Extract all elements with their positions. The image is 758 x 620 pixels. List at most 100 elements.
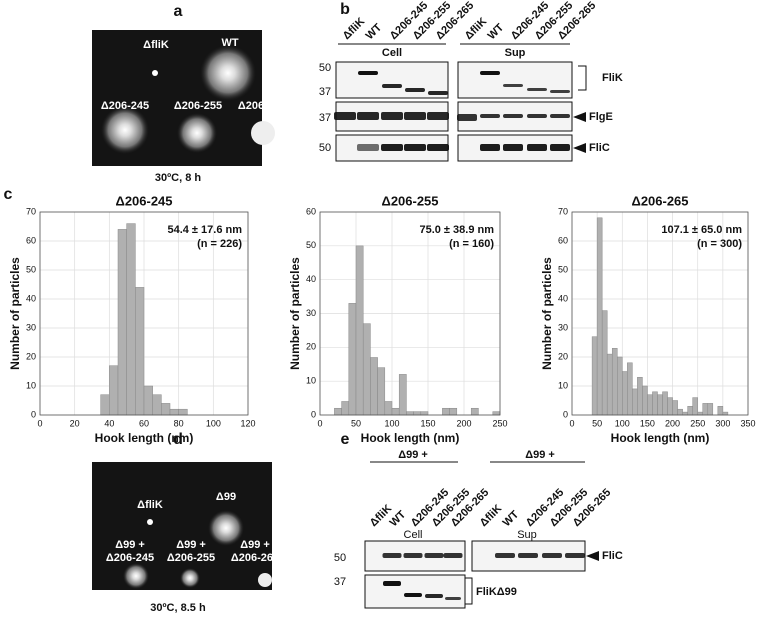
- band: [527, 114, 547, 118]
- brackets: [338, 43, 587, 605]
- group-header: Δ99 +: [398, 449, 428, 461]
- lane-label: ΔfliK: [463, 16, 490, 43]
- colony: [258, 573, 272, 587]
- band: [480, 71, 500, 75]
- x-tick-label: 300: [715, 418, 730, 428]
- y-tick-label: 10: [558, 380, 568, 390]
- group-label: Cell: [404, 529, 423, 541]
- plot-frame: [571, 211, 749, 416]
- bar: [126, 223, 136, 416]
- x-tick-label: 200: [665, 418, 680, 428]
- bar: [413, 411, 422, 416]
- bar: [717, 406, 724, 416]
- x-tick-label: 150: [420, 418, 435, 428]
- band: [381, 144, 403, 151]
- x-tick-label: 150: [640, 418, 655, 428]
- panel-letter: c: [4, 186, 13, 203]
- x-tick-label: 100: [206, 418, 221, 428]
- band: [503, 144, 523, 151]
- band: [445, 597, 461, 600]
- band: [518, 553, 538, 558]
- bar: [601, 310, 608, 416]
- y-tick-label: 0: [31, 409, 36, 419]
- bar: [596, 217, 603, 416]
- bar: [652, 391, 658, 416]
- plate-label: Δ206-245: [106, 552, 154, 564]
- protein-label: FliC: [602, 550, 623, 562]
- y-tick-label: 50: [558, 264, 568, 274]
- band: [503, 114, 523, 118]
- bar: [377, 367, 386, 416]
- bar: [406, 411, 414, 416]
- plate-label: Δ99: [216, 491, 236, 503]
- y-tick-label: 10: [306, 376, 316, 386]
- plate-label: Δ99 +: [115, 539, 145, 551]
- y-tick-label: 50: [306, 240, 316, 250]
- x-tick-label: 80: [174, 418, 184, 428]
- band: [527, 144, 547, 151]
- protein-label: FliKΔ99: [476, 586, 517, 598]
- bar: [606, 353, 613, 416]
- bar: [109, 365, 119, 416]
- y-tick-label: 60: [306, 206, 316, 216]
- band: [527, 88, 547, 91]
- plate-label: Δ99 +: [176, 539, 206, 551]
- bar: [667, 397, 673, 416]
- plate-label: Δ206-255: [174, 100, 222, 112]
- bar: [492, 411, 501, 416]
- bar: [143, 385, 153, 416]
- band: [404, 144, 426, 151]
- x-tick-label: 350: [740, 418, 755, 428]
- x-tick-label: 100: [615, 418, 630, 428]
- chart-title: Δ206-265: [631, 193, 688, 208]
- bar: [647, 394, 653, 416]
- bar: [169, 408, 179, 416]
- band: [403, 553, 423, 558]
- plate-label: Δ206-265: [231, 552, 279, 564]
- caption: 30ºC, 8 h: [155, 172, 201, 184]
- band: [381, 112, 403, 120]
- bar: [697, 411, 703, 416]
- x-tick-label: 200: [456, 418, 471, 428]
- colony: [123, 563, 149, 589]
- bar: [362, 323, 371, 416]
- band: [550, 90, 570, 93]
- band: [424, 553, 444, 558]
- arrows: [573, 112, 599, 561]
- bar: [348, 303, 357, 416]
- bar: [622, 371, 628, 416]
- bar: [117, 229, 127, 416]
- band: [382, 84, 402, 88]
- bar: [355, 245, 364, 416]
- colony: [200, 45, 256, 101]
- mw-marker: 37: [319, 86, 331, 98]
- panel-letter: a: [174, 3, 183, 20]
- band: [503, 84, 523, 87]
- mw-marker: 37: [334, 576, 346, 588]
- y-tick-label: 0: [311, 409, 316, 419]
- bar: [672, 400, 678, 416]
- x-tick-label: 50: [351, 418, 361, 428]
- y-axis-label: Number of particles: [8, 257, 22, 370]
- mw-marker: 37: [319, 112, 331, 124]
- bar: [702, 403, 709, 416]
- bar: [391, 407, 400, 416]
- bar: [627, 362, 633, 416]
- bar: [442, 407, 450, 416]
- lane-label: ΔfliK: [341, 16, 368, 43]
- protein-label: FliK: [602, 72, 623, 84]
- bar: [617, 356, 623, 416]
- y-tick-label: 60: [26, 235, 36, 245]
- bar: [611, 348, 618, 416]
- band: [565, 553, 585, 558]
- annotation: (n = 300): [697, 238, 742, 250]
- bar: [682, 411, 688, 416]
- bar: [707, 403, 714, 416]
- colony: [147, 519, 153, 525]
- lane-label: ΔfliK: [368, 503, 395, 530]
- x-axis-label: Hook length (nm): [361, 431, 460, 445]
- lane-label: ΔfliK: [478, 503, 505, 530]
- bar: [384, 401, 393, 416]
- band: [404, 112, 426, 120]
- x-tick-label: 0: [37, 418, 42, 428]
